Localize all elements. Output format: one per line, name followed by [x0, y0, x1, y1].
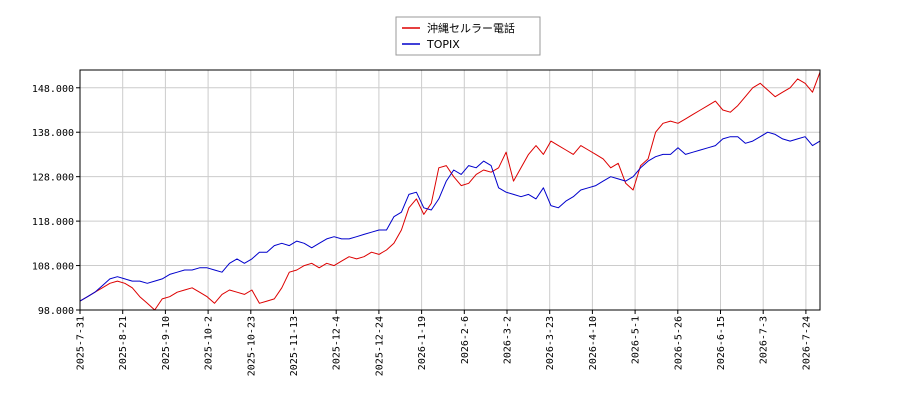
x-tick-label: 2026-1-19	[417, 316, 428, 370]
x-tick-label: 2025-8-21	[118, 316, 129, 370]
series-line-topix	[79, 131, 821, 302]
y-tick-label: 108.000	[32, 262, 74, 273]
plot-frame	[79, 69, 821, 311]
legend-label-topix: TOPIX	[426, 38, 460, 51]
x-tick-label: 2026-7-3	[759, 316, 770, 364]
x-tick-label: 2026-3-23	[545, 316, 556, 370]
x-tick-label: 2025-11-13	[289, 316, 300, 376]
x-tick-label: 2025-9-10	[161, 316, 172, 370]
y-tick-label: 118.000	[32, 217, 74, 228]
legend: 沖縄セルラー電話 TOPIX	[395, 16, 541, 56]
series-lines	[79, 72, 821, 311]
x-tick-label: 2025-10-23	[246, 316, 257, 376]
x-tick-label: 2025-7-31	[76, 316, 87, 370]
x-tick-label: 2026-7-24	[801, 316, 812, 370]
y-axis-ticks: 98.000 108.000 118.000 128.000 138.000 148.00…	[32, 84, 80, 317]
y-tick-label: 138.000	[32, 128, 74, 139]
y-tick-label: 128.000	[32, 173, 74, 184]
x-tick-label: 2025-12-24	[374, 316, 385, 376]
x-tick-label: 2026-6-15	[716, 316, 727, 370]
x-tick-label: 2026-2-6	[460, 316, 471, 364]
x-tick-label: 2026-4-10	[588, 316, 599, 370]
y-tick-label: 148.000	[32, 84, 74, 95]
x-tick-label: 2025-10-2	[204, 316, 215, 370]
x-tick-label: 2026-3-2	[503, 316, 514, 364]
legend-box	[395, 16, 541, 56]
x-tick-label: 2025-12-4	[332, 316, 343, 370]
x-tick-label: 2026-5-1	[631, 316, 642, 364]
x-tick-label: 2026-5-26	[673, 316, 684, 370]
legend-label-okinawa-cellular: 沖縄セルラー電話	[427, 21, 515, 35]
series-line-okinawa-cellular	[79, 72, 821, 311]
y-tick-label: 98.000	[38, 306, 74, 317]
grid	[79, 70, 820, 311]
x-axis-ticks: 2025-7-31 2025-8-21 2025-9-10 2025-10-2 2025…	[76, 310, 812, 376]
